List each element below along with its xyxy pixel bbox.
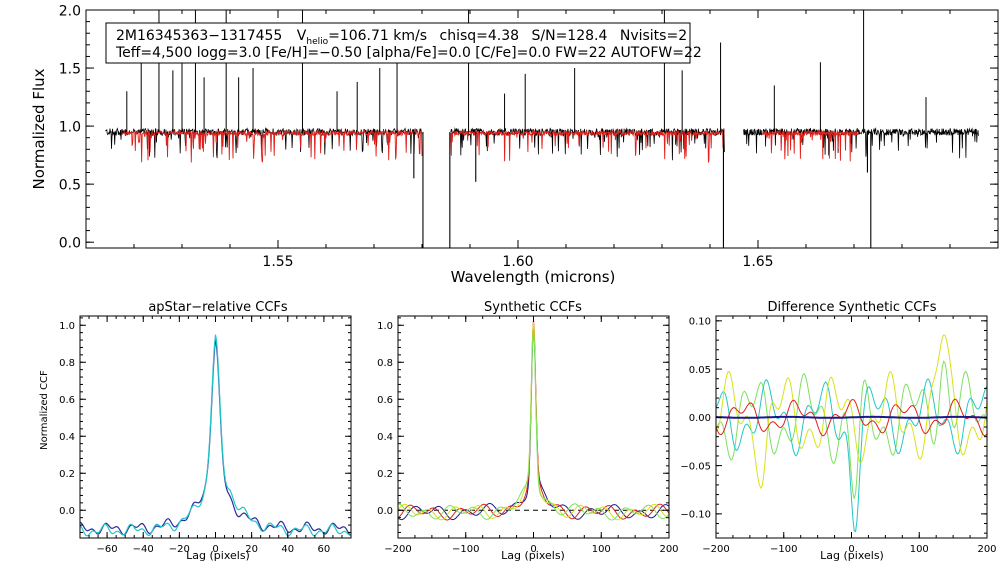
- difference-ccf-y-tick-label: −0.05: [680, 461, 711, 472]
- synthetic-ccf-visit-2-line: [398, 321, 669, 521]
- synthetic-ccf-y-tick-label: 1.0: [377, 321, 393, 332]
- synthetic-ccf-lines: [398, 319, 669, 521]
- chisq-value: chisq=4.38: [440, 28, 520, 44]
- difference-ccf-lines: [716, 334, 987, 533]
- apstar-ccf-y-tick-label: 0.0: [59, 506, 75, 517]
- difference-ccf-y-tick-label: 0.05: [689, 365, 711, 376]
- apstar-ccf-plot-area: [80, 334, 351, 537]
- difference-ccf-panel: Difference Synthetic CCFs −200 −100 0 100 20…: [680, 300, 996, 562]
- synthetic-ccf-panel: Synthetic CCFs −200 −100 0 100 200 0.0 0.2 0.4 0…: [377, 300, 678, 562]
- apstar-ccf-x-tick-label: −40: [133, 544, 154, 555]
- vhelio-subscript: helio: [306, 37, 328, 47]
- apstar-ccf-x-tick-label: −20: [169, 544, 190, 555]
- apstar-ccf-x-tick-label: 20: [245, 544, 258, 555]
- spectrum-model-line: [121, 129, 423, 163]
- synthetic-ccf-title: Synthetic CCFs: [484, 300, 582, 315]
- synthetic-ccf-y-tick-label: 0.8: [377, 358, 393, 369]
- difference-ccf-y-tick-label: −0.10: [680, 510, 711, 521]
- synthetic-ccf-x-tick-label: 100: [592, 544, 611, 555]
- spectrum-x-tick-label: 1.65: [742, 254, 773, 270]
- vhelio-value: =106.71 km/s: [328, 28, 427, 44]
- difference-ccf-title: Difference Synthetic CCFs: [767, 300, 936, 315]
- synthetic-ccf-x-tick-label: −100: [452, 544, 479, 555]
- spectrum-frame: [85, 9, 999, 249]
- synthetic-ccf-y-tick-label: 0.6: [377, 395, 393, 406]
- apstar-ccf-title: apStar−relative CCFs: [148, 300, 288, 315]
- info-box-frame: [105, 22, 691, 64]
- synthetic-ccf-x-tick-label: −200: [384, 544, 411, 555]
- difference-ccf-visit-3-line: [716, 378, 987, 533]
- spectrum-y-axis-label: Normalized Flux: [30, 68, 48, 189]
- apstar-ccf-frame: [79, 315, 352, 539]
- spectrum-model-line: [450, 129, 725, 163]
- spectrum-observed-line: [105, 126, 423, 159]
- spectrum-model-line: [762, 129, 859, 162]
- apstar-ccf-x-tick-label: 40: [281, 544, 294, 555]
- difference-ccf-y-tick-label: 0.00: [689, 413, 711, 424]
- apstar-ccf-visit-2-line: [80, 334, 351, 537]
- synthetic-ccf-visit-3-line: [398, 329, 669, 521]
- difference-ccf-x-tick-label: −100: [770, 544, 797, 555]
- synthetic-ccf-x-tick-label: 200: [659, 544, 678, 555]
- difference-ccf-combined-line: [716, 415, 987, 419]
- difference-ccf-visit-2-line: [716, 334, 987, 489]
- spectrum-y-tick-label: 1.0: [59, 119, 81, 135]
- difference-ccf-visit-1-line: [716, 398, 987, 437]
- synthetic-ccf-y-tick-label: 0.0: [377, 506, 393, 517]
- apstar-ccf-y-tick-label: 0.8: [59, 358, 75, 369]
- spectrum-panel: 1.55 1.60 1.65 0.0 0.5 1.0 1.5 2.0 2M16345363−1…: [30, 3, 999, 286]
- apstar-ccf-panel: apStar−relative CCFs −60 −40 −20 0 20 40 60 0.0…: [39, 300, 352, 562]
- difference-ccf-x-tick-label: −200: [702, 544, 729, 555]
- apstar-ccf-y-axis-label: Normalized CCF: [39, 370, 50, 450]
- synthetic-ccf-y-tick-label: 0.2: [377, 469, 393, 480]
- synthetic-ccf-frame: [397, 315, 670, 539]
- spectrum-axes: 1.55 1.60 1.65 0.0 0.5 1.0 1.5 2.0: [59, 3, 998, 270]
- sn-value: S/N=128.4: [532, 28, 608, 44]
- vhelio-prefix: V: [297, 28, 307, 44]
- spectrum-y-tick-label: 1.5: [59, 61, 81, 77]
- difference-ccf-x-tick-label: 0: [848, 544, 854, 555]
- difference-ccf-y-tick-label: 0.10: [689, 317, 711, 328]
- difference-ccf-axes: −200 −100 0 100 200 −0.10 −0.05 0.00 0.05 0.10: [680, 316, 997, 555]
- star-id: 2M16345363−1317455: [116, 28, 282, 44]
- apstar-ccf-x-tick-label: −60: [97, 544, 118, 555]
- apstar-ccf-lines: [80, 334, 351, 537]
- apstar-ccf-y-tick-label: 0.6: [59, 395, 75, 406]
- apstar-ccf-axes: −60 −40 −20 0 20 40 60 0.0 0.2 0.4 0.6 0.8 1.0: [59, 316, 352, 555]
- info-line-2: Teff=4,500 logg=3.0 [Fe/H]=−0.50 [alpha/…: [115, 45, 702, 61]
- synthetic-ccf-visit-1-line: [398, 319, 669, 521]
- apstar-ccf-y-tick-label: 0.2: [59, 469, 75, 480]
- spectrum-y-tick-label: 0.0: [59, 236, 81, 252]
- difference-ccf-x-tick-label: 200: [977, 544, 996, 555]
- apstar-ccf-x-tick-label: 60: [318, 544, 331, 555]
- nvisits-value: Nvisits=2: [620, 28, 687, 44]
- spectrum-y-tick-label: 2.0: [59, 3, 81, 19]
- synthetic-ccf-y-tick-label: 0.4: [377, 432, 393, 443]
- spectrum-x-tick-label: 1.60: [502, 254, 533, 270]
- info-line-1: 2M16345363−1317455 Vhelio=106.71 km/s ch…: [116, 28, 687, 47]
- apstar-ccf-x-axis-label: Lag (pixels): [186, 549, 250, 562]
- difference-ccf-x-tick-label: 100: [910, 544, 929, 555]
- synthetic-ccf-axes: −200 −100 0 100 200 0.0 0.2 0.4 0.6 0.8 1.0: [377, 316, 679, 555]
- difference-ccf-x-axis-label: Lag (pixels): [820, 549, 884, 562]
- spectrum-y-tick-label: 0.5: [59, 177, 81, 193]
- spectrum-info-box: 2M16345363−1317455 Vhelio=106.71 km/s ch…: [105, 22, 702, 64]
- synthetic-ccf-x-axis-label: Lag (pixels): [501, 549, 565, 562]
- apstar-ccf-y-tick-label: 0.4: [59, 432, 75, 443]
- spectrum-x-tick-label: 1.55: [262, 254, 293, 270]
- synthetic-ccf-x-tick-label: 0: [530, 544, 536, 555]
- spectrum-x-axis-label: Wavelength (microns): [451, 268, 616, 286]
- synthetic-ccf-combined-line: [398, 327, 669, 521]
- difference-ccf-visit-4-line: [716, 360, 987, 499]
- apstar-ccf-visit-1-line: [80, 339, 351, 536]
- apstar-ccf-x-tick-label: 0: [212, 544, 218, 555]
- apstar-ccf-y-tick-label: 1.0: [59, 321, 75, 332]
- difference-ccf-plot-area: [716, 334, 987, 533]
- synthetic-ccf-plot-area: [398, 319, 669, 521]
